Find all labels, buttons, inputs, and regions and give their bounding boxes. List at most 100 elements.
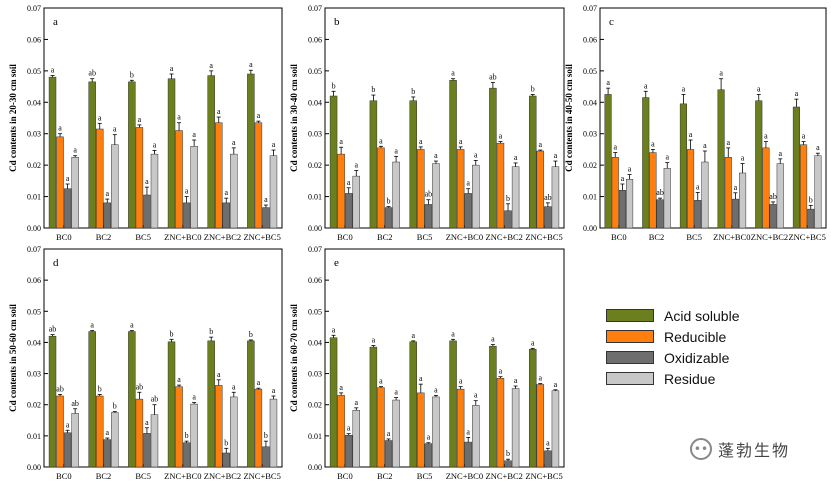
bar bbox=[528, 349, 537, 468]
y-tick-label: 0.03 bbox=[583, 130, 597, 139]
bar bbox=[143, 194, 151, 229]
y-tick-label: 0.04 bbox=[27, 338, 41, 347]
bar bbox=[344, 434, 353, 468]
bar bbox=[175, 130, 183, 229]
bar bbox=[679, 103, 687, 229]
significance-letter: a bbox=[816, 143, 820, 152]
significance-letter: a bbox=[66, 420, 70, 429]
significance-letter: a bbox=[379, 136, 383, 145]
y-tick-label: 0.07 bbox=[308, 4, 322, 13]
significance-letter: a bbox=[249, 60, 253, 69]
bar bbox=[417, 392, 425, 468]
significance-letter: a bbox=[257, 111, 261, 120]
significance-letter: a bbox=[606, 78, 610, 87]
legend-label: Acid soluble bbox=[664, 307, 740, 324]
y-tick-label: 0.05 bbox=[583, 67, 597, 76]
significance-letter: a bbox=[394, 388, 398, 397]
bar bbox=[377, 387, 385, 468]
y-tick-label: 0.02 bbox=[308, 161, 322, 170]
significance-letter: a bbox=[689, 130, 693, 139]
significance-letter: a bbox=[427, 433, 431, 442]
bar bbox=[456, 388, 465, 468]
significance-letter: a bbox=[272, 140, 276, 149]
bar bbox=[504, 460, 512, 468]
significance-letter: a bbox=[217, 107, 221, 116]
bar bbox=[111, 144, 119, 229]
bar bbox=[71, 157, 79, 229]
significance-letter: a bbox=[209, 61, 213, 70]
y-tick-label: 0.02 bbox=[27, 401, 41, 410]
y-tick-label: 0.03 bbox=[308, 370, 322, 379]
bar bbox=[392, 161, 400, 229]
bar bbox=[392, 399, 400, 468]
y-tick-label: 0.07 bbox=[27, 245, 41, 254]
significance-letter: a bbox=[459, 137, 463, 146]
significance-letter: a bbox=[696, 182, 700, 191]
significance-letter: a bbox=[554, 151, 558, 160]
bar bbox=[269, 398, 278, 468]
bar bbox=[504, 210, 512, 229]
significance-letter: a bbox=[170, 64, 174, 73]
significance-letter: b bbox=[531, 84, 535, 93]
bar bbox=[254, 388, 263, 468]
y-tick-label: 0.05 bbox=[308, 307, 322, 316]
bar bbox=[352, 175, 361, 229]
bar bbox=[544, 206, 552, 229]
bar bbox=[511, 166, 520, 229]
significance-letter: ab bbox=[769, 192, 777, 201]
y-tick-label: 0.01 bbox=[308, 432, 322, 441]
bar bbox=[384, 440, 393, 468]
bar bbox=[337, 153, 345, 229]
legend-swatch-acid-soluble bbox=[606, 309, 654, 322]
x-tick-label: BC2 bbox=[96, 471, 112, 481]
bar bbox=[409, 100, 417, 229]
bar bbox=[103, 439, 111, 468]
x-tick-label: ZNC+BC2 bbox=[204, 471, 241, 481]
significance-letter: a bbox=[539, 140, 543, 149]
bar bbox=[807, 208, 815, 229]
significance-letter: ab bbox=[56, 384, 64, 393]
significance-letter: a bbox=[105, 428, 109, 437]
significance-letter: b bbox=[113, 402, 117, 411]
significance-letter: a bbox=[232, 382, 236, 391]
significance-letter: a bbox=[232, 138, 236, 147]
bar bbox=[800, 144, 808, 229]
bar bbox=[424, 204, 433, 229]
x-tick-label: BC5 bbox=[135, 232, 151, 242]
bar bbox=[135, 127, 144, 229]
significance-letter: a bbox=[451, 69, 455, 78]
significance-letter: a bbox=[347, 424, 351, 433]
significance-letter: a bbox=[51, 66, 55, 75]
significance-letter: a bbox=[394, 146, 398, 155]
bar bbox=[190, 146, 198, 229]
y-tick-label: 0.06 bbox=[27, 276, 41, 285]
significance-letter: ab bbox=[544, 193, 552, 202]
x-tick-label: BC5 bbox=[417, 471, 433, 481]
x-tick-label: ZNC+BC2 bbox=[751, 232, 788, 242]
bar bbox=[150, 153, 159, 229]
significance-letter: b bbox=[264, 431, 268, 440]
bar bbox=[88, 81, 96, 229]
bar bbox=[449, 80, 457, 229]
plot-frame bbox=[599, 7, 827, 229]
significance-letter: a bbox=[264, 195, 268, 204]
legend-item-residue: Residue bbox=[606, 368, 776, 389]
bar bbox=[56, 395, 64, 468]
significance-letter: a bbox=[434, 151, 438, 160]
bar bbox=[717, 89, 725, 229]
bar bbox=[247, 73, 255, 229]
significance-letter: a bbox=[257, 378, 261, 387]
plot-frame bbox=[324, 248, 565, 468]
significance-letter: a bbox=[613, 143, 617, 152]
bar bbox=[63, 432, 72, 468]
y-tick-label: 0.07 bbox=[583, 4, 597, 13]
wechat-icon: •• bbox=[690, 438, 712, 460]
plot-frame bbox=[43, 248, 283, 468]
bar bbox=[792, 106, 800, 229]
bar bbox=[230, 396, 238, 468]
significance-letter: a bbox=[153, 140, 157, 149]
bar bbox=[135, 398, 144, 468]
bar bbox=[464, 193, 472, 229]
bar bbox=[489, 87, 497, 229]
x-tick-label: BC5 bbox=[417, 232, 433, 242]
